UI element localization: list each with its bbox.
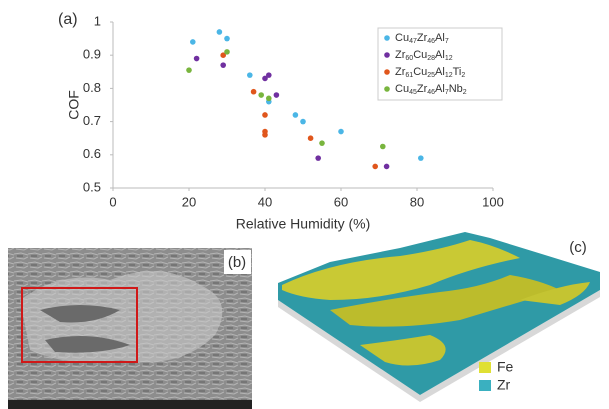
legend-label: Zr60Cu28Al12 (395, 49, 453, 62)
point (372, 164, 378, 170)
point (308, 135, 314, 141)
point (224, 49, 230, 55)
legend-label: Fe (497, 359, 514, 375)
y-tick-label: 0.7 (83, 113, 101, 128)
point (224, 36, 230, 42)
point (293, 112, 299, 118)
y-tick-label: 0.9 (83, 47, 101, 62)
figure: (a) 0.5 0.6 0.7 0.8 0.9 1 0 20 40 60 80 100 Relative… (0, 0, 609, 409)
point (384, 164, 390, 170)
y-tick-label: 0.8 (83, 80, 101, 95)
legend-label: Cu47Zr46Al7 (395, 32, 449, 45)
point (220, 62, 226, 68)
legend-marker (384, 69, 390, 75)
point (319, 140, 325, 146)
legend-marker (384, 35, 390, 41)
x-axis-title: Relative Humidity (%) (236, 216, 371, 232)
y-tick-label: 0.5 (83, 179, 101, 194)
panel-label: (b) (228, 254, 246, 271)
surface-map: Fe Zr (c) (278, 232, 600, 402)
y-tick-label: 0.6 (83, 146, 101, 161)
point (190, 39, 196, 45)
point (186, 67, 192, 73)
wear-track (20, 271, 222, 362)
panel-label: (c) (569, 239, 587, 256)
point (247, 72, 253, 78)
legend-swatch (479, 362, 491, 373)
point (418, 155, 424, 161)
sem-image: (b) (8, 248, 252, 409)
point (217, 29, 223, 35)
point (194, 56, 200, 62)
x-tick-label: 60 (334, 194, 348, 209)
x-tick-label: 100 (482, 194, 504, 209)
point (258, 92, 264, 98)
legend-swatch (479, 380, 491, 391)
point (315, 155, 321, 161)
x-tick-label: 40 (258, 194, 272, 209)
point (266, 72, 272, 78)
point (274, 92, 280, 98)
point (338, 129, 344, 135)
sem-info-bar (8, 400, 252, 409)
y-axis-title: COF (66, 90, 82, 120)
point (251, 89, 257, 95)
panel-label: (a) (58, 11, 78, 28)
point (262, 112, 268, 118)
point (266, 96, 272, 102)
x-tick-label: 0 (109, 194, 116, 209)
point (262, 132, 268, 138)
x-tick-label: 20 (182, 194, 196, 209)
x-tick-label: 80 (410, 194, 424, 209)
point (300, 119, 306, 125)
legend-marker (384, 86, 390, 92)
point (380, 144, 386, 150)
y-tick-label: 1 (94, 13, 101, 28)
legend-label: Zr (497, 377, 511, 393)
legend-marker (384, 52, 390, 58)
page: {"chart_data": {"type": "scatter", "pane… (0, 0, 609, 409)
scatter-chart: 0.5 0.6 0.7 0.8 0.9 1 0 20 40 60 80 100 Relative Hum… (66, 13, 504, 231)
